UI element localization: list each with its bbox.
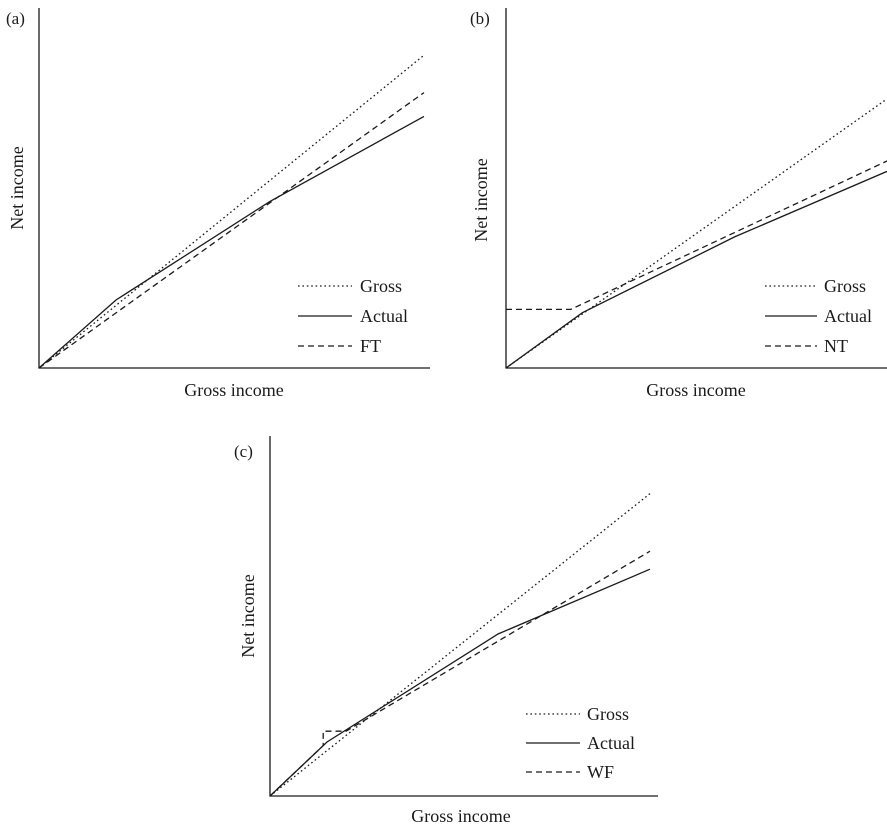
panel-b-x-axis-title: Gross income [646,380,745,400]
panel-a-series-actual [38,115,425,369]
panel-b-legend-gross: Gross [824,276,866,296]
panel-a-legend-gross: Gross [360,276,402,296]
panel-c-x-axis-title: Gross income [411,806,510,826]
panel-b-legend-nt: NT [824,336,848,356]
panel-c-series-actual [269,568,651,797]
panel-a-legend: Gross Actual FT [298,276,408,356]
panel-a-label: (a) [6,9,25,28]
panel-a: (a) Gross income Net income Gross Actual… [6,8,430,400]
panel-c-legend: Gross Actual WF [526,704,635,782]
panel-a-series-ft [38,92,425,369]
panel-c-series [269,493,651,797]
panel-b: (b) Gross income Net income Gross Actual… [470,8,887,400]
panel-c-series-wf [269,550,651,797]
panel-b-legend: Gross Actual NT [765,276,872,356]
panel-b-y-axis-title: Net income [471,158,491,241]
panel-b-series-actual [505,170,887,369]
panel-c-legend-wf: WF [587,762,614,782]
panel-c-legend-actual: Actual [587,733,635,753]
panel-a-y-axis-title: Net income [7,146,27,229]
panel-c-y-axis-title: Net income [238,574,258,657]
panel-a-series [38,54,425,369]
panel-b-legend-actual: Actual [824,306,872,326]
panel-a-x-axis-title: Gross income [184,380,283,400]
panel-a-legend-actual: Actual [360,306,408,326]
panel-b-series [505,98,887,369]
panel-c-legend-gross: Gross [587,704,629,724]
panel-c-label: (c) [234,442,253,461]
panel-b-series-gross [505,98,887,369]
panel-b-series-nt [506,160,887,311]
panel-c-series-gross [269,493,651,797]
panel-a-legend-ft: FT [360,336,381,356]
panel-c: (c) Gross income Net income Gross Actual… [234,436,658,826]
panel-b-label: (b) [470,9,490,28]
